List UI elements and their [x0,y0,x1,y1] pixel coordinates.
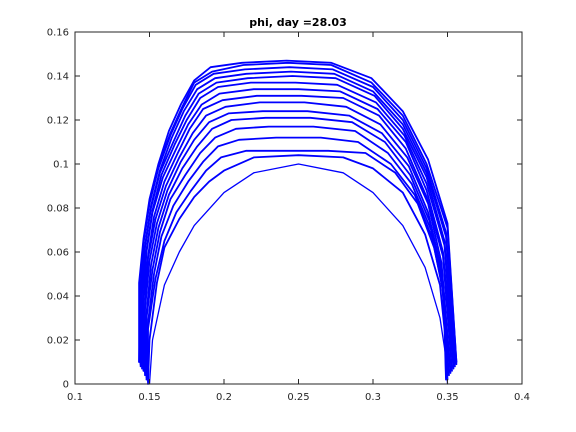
x-tick-label: 0.15 [138,392,160,403]
y-tick-label: 0.02 [47,336,69,347]
series-line-6 [144,116,450,377]
series-line-9 [142,94,453,372]
y-tick-label: 0.04 [47,292,69,303]
curve-group [138,59,458,385]
series-line-11 [141,81,455,368]
series-line-2 [147,154,447,385]
x-tick-label: 0.3 [365,392,381,403]
series-line-7 [144,110,452,374]
y-tick-label: 0.06 [47,248,69,259]
x-tick-label: 0.2 [216,392,232,403]
y-tick-label: 0.08 [47,204,69,215]
x-tick-label: 0.25 [287,392,309,403]
y-tick-label: 0 [63,380,69,391]
y-tick-label: 0.1 [53,160,69,171]
y-tick-label: 0.16 [47,28,69,39]
x-tick-label: 0.35 [436,392,458,403]
x-tick-label: 0.1 [67,392,83,403]
x-tick-label: 0.4 [514,392,530,403]
series-line-4 [145,136,449,381]
series-line-1 [148,163,449,385]
series-line-3 [147,149,447,383]
y-tick-label: 0.12 [47,116,69,127]
series-line-13 [139,70,456,366]
series-line-5 [145,125,449,379]
chart-title: phi, day =28.03 [249,16,346,29]
y-tick-label: 0.14 [47,72,69,83]
series-line-8 [142,101,452,372]
axes: 0.1 0.15 0.2 0.25 0.3 0.35 0.4 0 0.02 0.04 0.06 0.0… [47,28,530,404]
series-line-16 [138,59,458,363]
